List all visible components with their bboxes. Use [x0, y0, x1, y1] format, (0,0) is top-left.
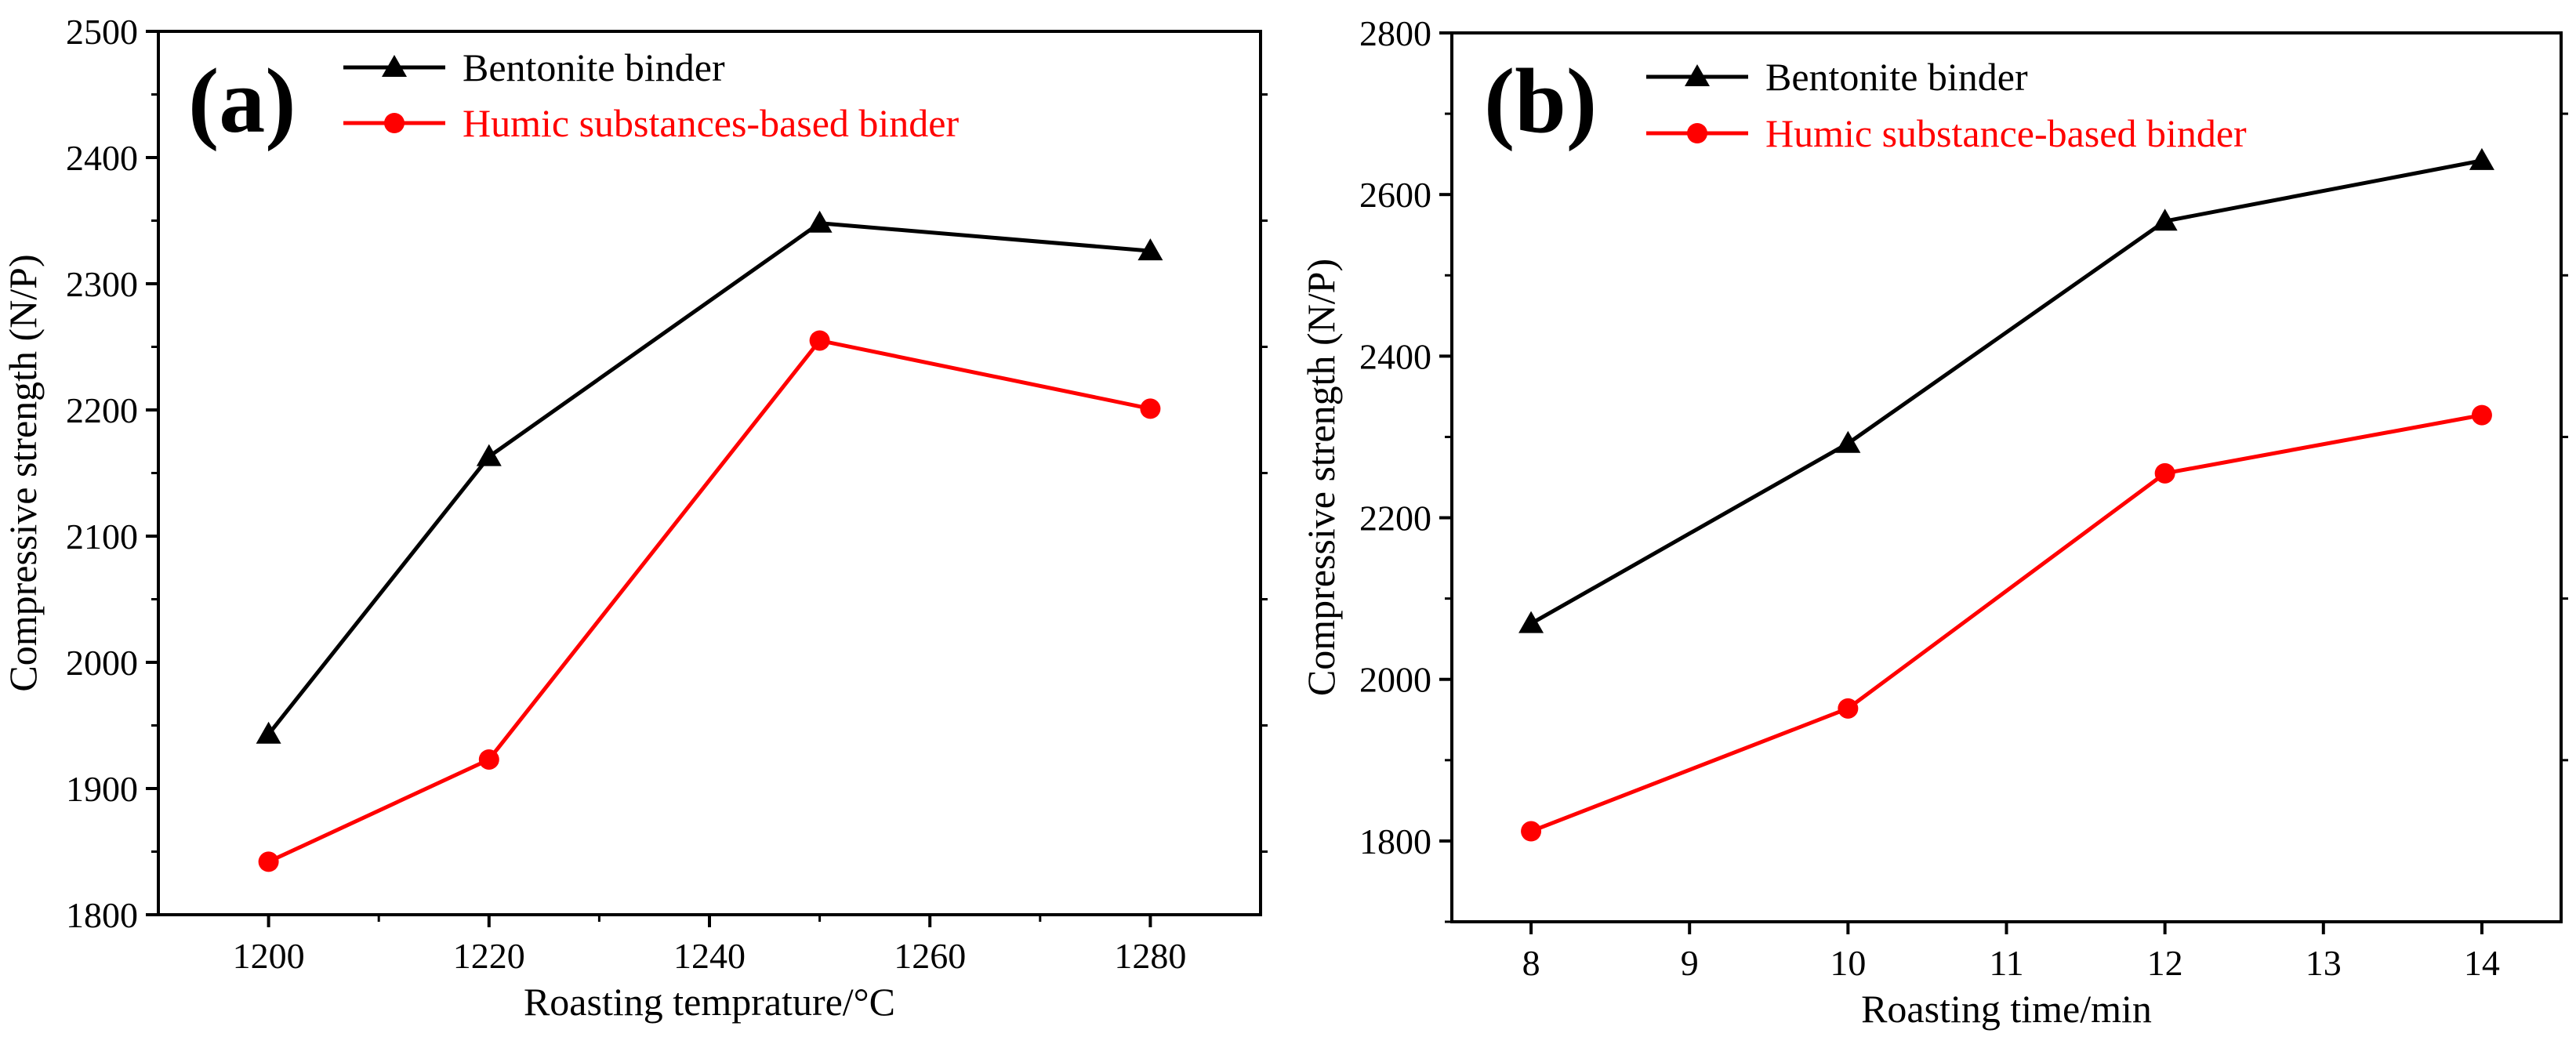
data-point-circle [1521, 821, 1542, 842]
chart-panel-b: 1800 2000 2200 2400 2600 2800 8 9 10 11 12 13 14 Roas… [1299, 13, 2568, 1031]
data-point-triangle [2152, 208, 2178, 231]
series-line [1529, 158, 2483, 625]
x-tick-label: 10 [1830, 943, 1866, 983]
legend-marker-triangle [1685, 64, 1710, 86]
legend-label: Humic substances-based binder [463, 101, 960, 145]
y-axis-title: Compressive strength (N/P) [1, 254, 45, 691]
legend-marker-circle [1687, 123, 1707, 143]
series-humic: Humic substance-based binder [1521, 111, 2492, 842]
series-line [267, 338, 1151, 864]
x-tick-label: 1260 [894, 936, 966, 976]
panel-label: (b) [1484, 49, 1597, 152]
series-bentonite: Bentonite binder [1518, 55, 2494, 633]
x-tick-label: 1220 [453, 936, 525, 976]
plot-frame [1450, 31, 2563, 923]
x-axis-title: Roasting time/min [1861, 987, 2152, 1031]
y-tick-label: 2600 [1359, 175, 1431, 215]
y-tick-label: 2300 [66, 264, 138, 304]
data-point-circle [1838, 698, 1859, 719]
y-tick-label: 1900 [66, 769, 138, 809]
data-point-triangle [256, 721, 281, 744]
y-tick-label: 2100 [66, 517, 138, 557]
legend-label: Humic substance-based binder [1765, 111, 2247, 155]
y-tick-label: 2000 [66, 643, 138, 683]
x-tick-label: 14 [2464, 943, 2500, 983]
y-tick-label: 2400 [66, 138, 138, 178]
data-point-triangle [1835, 430, 1861, 453]
series-humic: Humic substances-based binder [258, 101, 1161, 872]
x-tick-label: 11 [1989, 943, 2023, 983]
series-bentonite: Bentonite binder [256, 45, 1163, 744]
legend-label: Bentonite binder [463, 45, 725, 89]
data-point-triangle [2469, 147, 2494, 170]
y-tick-label: 2400 [1359, 336, 1431, 376]
y-tick-label: 2200 [66, 390, 138, 430]
data-point-triangle [807, 210, 833, 233]
data-point-circle [2471, 404, 2492, 426]
x-tick-label: 8 [1522, 943, 1540, 983]
data-point-circle [258, 851, 279, 872]
x-tick-label: 1280 [1114, 936, 1186, 976]
x-axis-title: Roasting temprature/°C [524, 980, 895, 1024]
x-tick-label: 13 [2306, 943, 2342, 983]
data-point-triangle [1518, 611, 1544, 633]
x-tick-label: 9 [1681, 943, 1699, 983]
y-tick-label: 2000 [1359, 660, 1431, 700]
y-tick-label: 2500 [66, 12, 138, 52]
data-point-circle [478, 749, 499, 770]
y-axis-title: Compressive strength (N/P) [1299, 259, 1343, 696]
legend-label: Bentonite binder [1765, 55, 2028, 99]
legend-marker-triangle [382, 55, 407, 77]
data-point-triangle [476, 444, 502, 466]
panel-label: (a) [188, 49, 296, 152]
series-line [267, 221, 1151, 736]
x-tick-label: 12 [2147, 943, 2183, 983]
data-point-circle [809, 330, 830, 351]
y-tick-label: 2800 [1359, 13, 1431, 53]
legend-marker-circle [384, 113, 405, 133]
y-tick-label: 1800 [1359, 821, 1431, 861]
y-tick-label: 1800 [66, 895, 138, 935]
plot-frame [157, 30, 1262, 916]
y-tick-label: 2200 [1359, 499, 1431, 538]
data-point-triangle [1137, 238, 1163, 261]
x-tick-label: 1200 [233, 936, 305, 976]
x-tick-label: 1240 [673, 936, 746, 976]
data-point-circle [2154, 462, 2175, 484]
chart-panel-a: 1800 1900 2000 2100 2200 2300 2400 2500 1200 1220… [1, 12, 1268, 1024]
series-line [1530, 413, 2483, 833]
data-point-circle [1140, 398, 1161, 419]
